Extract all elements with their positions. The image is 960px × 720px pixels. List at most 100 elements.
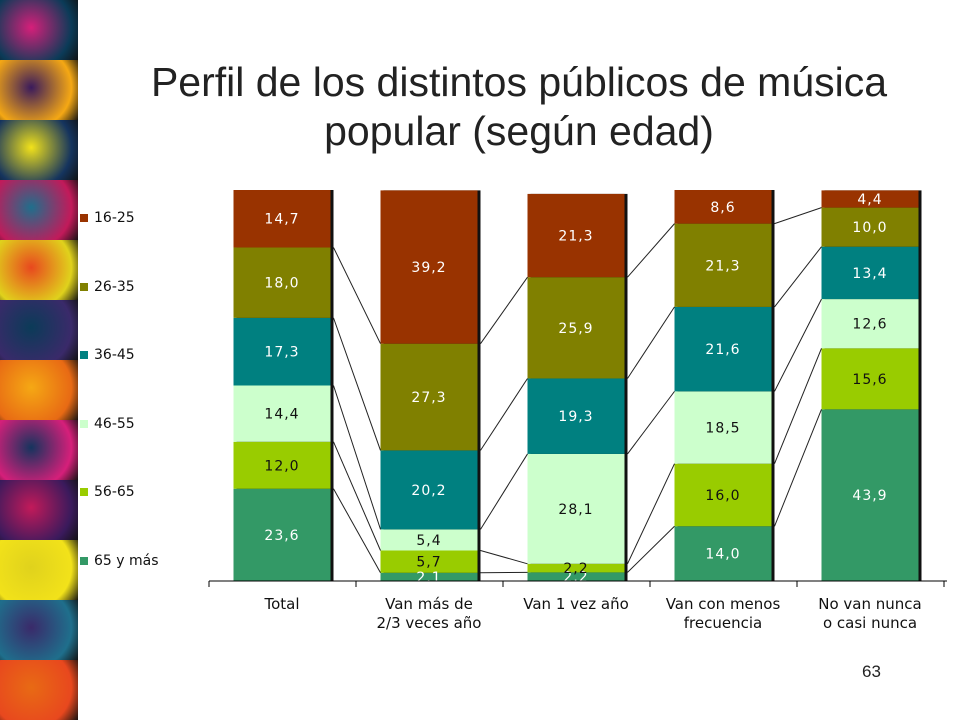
legend-label: 36-45 — [94, 347, 135, 363]
page-number: 63 — [862, 662, 881, 681]
legend-label: 56-65 — [94, 484, 135, 500]
data-label: 16,0 — [705, 488, 740, 504]
data-label: 2,2 — [563, 561, 588, 577]
series-line — [480, 378, 528, 451]
bar-segment — [233, 190, 331, 248]
bar-segment — [233, 317, 331, 386]
legend-label: 26-35 — [94, 278, 135, 295]
bar-segment — [821, 299, 919, 349]
photo-tile — [0, 300, 78, 361]
series-line — [627, 525, 675, 573]
photo-tile — [0, 120, 78, 181]
legend-swatch — [80, 214, 88, 222]
legend-swatch — [80, 419, 88, 428]
series-line — [627, 223, 675, 278]
series-line — [774, 298, 822, 392]
data-label: 5,4 — [416, 533, 441, 549]
series-line — [333, 385, 381, 530]
series-line — [333, 317, 381, 451]
legend-item: 16-25 — [78, 210, 135, 226]
legend-label: 65 y más — [94, 552, 159, 569]
photo-tile — [0, 360, 78, 421]
data-label: 21,6 — [705, 342, 740, 358]
bar-segment — [527, 378, 625, 454]
data-label: 17,3 — [264, 345, 299, 361]
bar-segment — [821, 246, 919, 300]
bar-segment — [380, 550, 478, 573]
legend-swatch — [80, 556, 88, 565]
photo-tile — [0, 480, 78, 541]
data-label: 5,7 — [416, 555, 441, 571]
bar-segment — [674, 526, 772, 581]
legend-swatch — [80, 282, 88, 291]
data-label: 13,4 — [852, 266, 887, 282]
x-tick-label: Van 1 vez año — [523, 595, 629, 613]
bar-segment — [380, 450, 478, 530]
data-label: 20,2 — [411, 483, 446, 499]
series-line — [774, 348, 822, 464]
page-title: Perfil de los distintos públicos de músi… — [150, 59, 888, 154]
bar-segment — [674, 391, 772, 464]
legend-item: 26-35 — [78, 279, 135, 295]
bar-segment — [380, 529, 478, 551]
bar-segment — [233, 441, 331, 489]
bar-segment — [674, 306, 772, 392]
legend-item: 56-65 — [78, 484, 135, 500]
bar-segment — [380, 343, 478, 451]
legend-item: 46-55 — [78, 416, 135, 432]
series-line — [480, 550, 528, 565]
data-label: 15,6 — [852, 372, 887, 388]
bar-segment — [674, 463, 772, 527]
series-line — [333, 441, 381, 551]
legend-item: 36-45 — [78, 347, 135, 363]
bar-segment — [527, 277, 625, 379]
photo-tile — [0, 600, 78, 661]
data-label: 2,1 — [416, 570, 441, 586]
bar-segment — [821, 409, 919, 581]
bar-segment — [233, 247, 331, 318]
data-label: 19,3 — [558, 409, 593, 425]
legend-label: 16-25 — [94, 210, 135, 226]
data-label: 18,0 — [264, 276, 299, 292]
photo-tile — [0, 180, 78, 241]
series-line — [333, 247, 381, 344]
x-tick-label: No van nunca o casi nunca — [818, 595, 921, 632]
data-label: 28,1 — [558, 502, 593, 518]
bar-segment — [233, 488, 331, 581]
legend-item: 65 y más — [78, 553, 159, 569]
photo-tile — [0, 60, 78, 121]
photo-tile — [0, 240, 78, 301]
data-label: 12,0 — [264, 458, 299, 474]
bar-segment — [527, 193, 625, 278]
data-label: 27,3 — [411, 390, 446, 406]
data-label: 12,6 — [852, 317, 887, 333]
legend-swatch — [80, 488, 88, 496]
data-label: 14,4 — [264, 407, 299, 423]
x-tick-label: Total — [263, 595, 299, 613]
bar-segment — [674, 190, 772, 224]
data-label: 10,0 — [852, 220, 887, 236]
bar-segment — [380, 572, 478, 581]
bar-segment — [527, 572, 625, 581]
photo-tile — [0, 660, 78, 720]
bar-segment — [233, 385, 331, 442]
series-line — [774, 207, 822, 225]
series-line — [480, 276, 528, 344]
bar-segment — [821, 190, 919, 208]
data-label: 23,6 — [264, 528, 299, 544]
data-label: 8,6 — [710, 200, 735, 216]
series-line — [333, 488, 381, 574]
data-label: 2,2 — [563, 570, 588, 586]
data-label: 21,3 — [705, 258, 740, 274]
data-label: 4,4 — [857, 192, 882, 208]
bar-segment — [380, 190, 478, 344]
legend-label: 46-55 — [94, 415, 135, 432]
series-line — [627, 463, 675, 565]
data-label: 25,9 — [558, 321, 593, 337]
series-line — [627, 391, 675, 455]
decorative-photo-strip — [0, 0, 78, 720]
bar-segment — [821, 348, 919, 410]
bar-segment — [674, 223, 772, 307]
photo-tile — [0, 0, 78, 61]
